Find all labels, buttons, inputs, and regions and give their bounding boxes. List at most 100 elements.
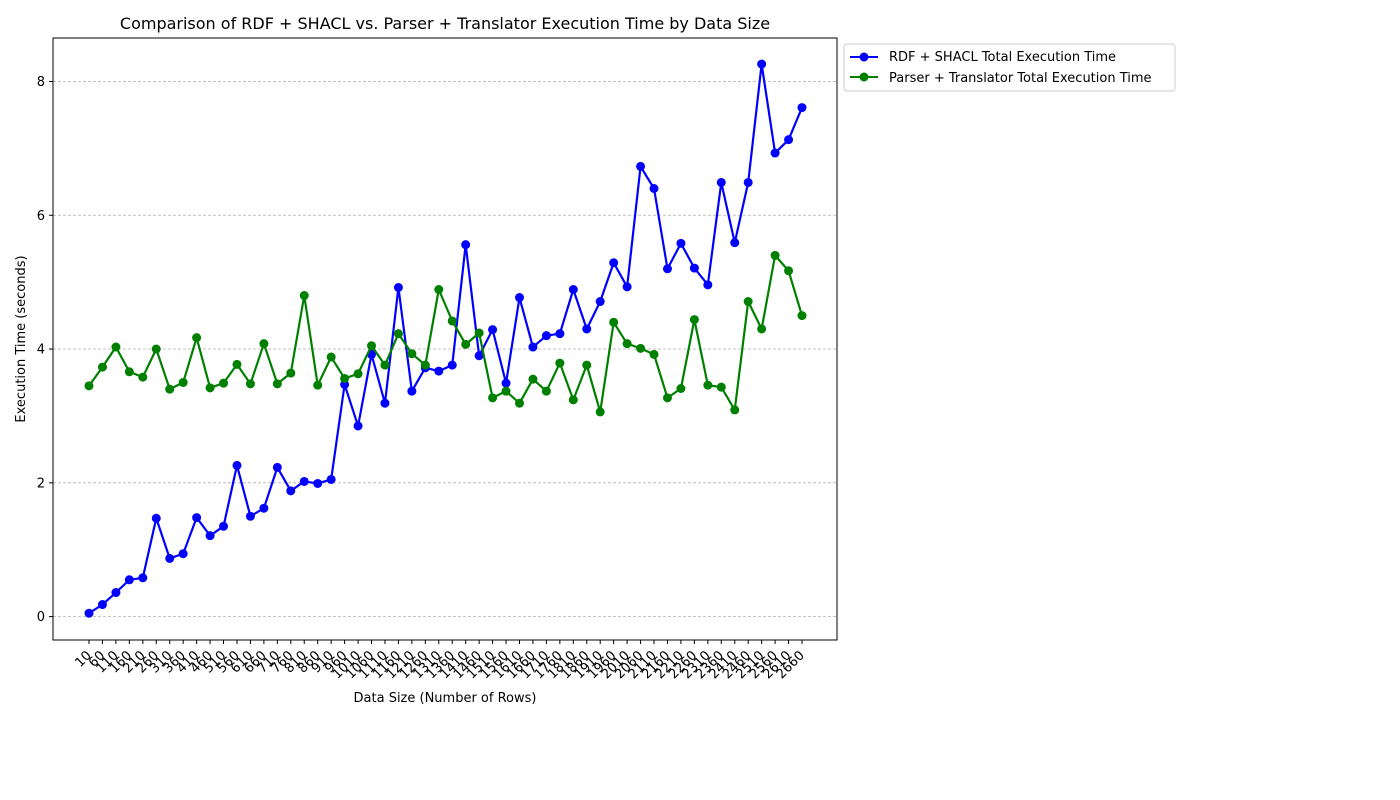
data-point — [770, 250, 780, 260]
data-point — [541, 331, 551, 341]
data-point — [326, 474, 336, 484]
data-point — [797, 103, 807, 113]
data-point — [797, 311, 807, 321]
data-point — [259, 339, 269, 349]
data-point — [97, 600, 107, 610]
data-point — [124, 575, 134, 585]
data-point — [192, 333, 202, 343]
data-point — [716, 177, 726, 187]
data-point — [380, 398, 390, 408]
data-point — [568, 285, 578, 295]
data-point — [299, 476, 309, 486]
data-point — [636, 161, 646, 171]
data-point — [461, 339, 471, 349]
series-0 — [84, 59, 807, 618]
data-point — [461, 240, 471, 250]
data-point — [165, 553, 175, 563]
y-tick-label: 6 — [37, 209, 45, 224]
data-point — [474, 351, 484, 361]
data-point — [286, 486, 296, 496]
data-point — [743, 297, 753, 307]
data-point — [501, 378, 511, 388]
data-point — [676, 383, 686, 393]
data-point — [622, 282, 632, 292]
data-point — [784, 135, 794, 145]
data-point — [151, 344, 161, 354]
data-point — [528, 374, 538, 384]
data-point — [434, 285, 444, 295]
data-point — [232, 359, 242, 369]
data-point — [514, 293, 524, 303]
data-point — [124, 367, 134, 377]
data-point — [205, 531, 215, 541]
data-point — [111, 588, 121, 598]
data-point — [138, 372, 148, 382]
data-point — [703, 280, 713, 290]
data-point — [636, 343, 646, 353]
data-point — [219, 521, 229, 531]
data-point — [353, 369, 363, 379]
data-point — [528, 342, 538, 352]
data-point — [407, 386, 417, 396]
legend-marker-rdf-shacl — [859, 52, 869, 62]
data-point — [784, 266, 794, 276]
data-point — [595, 407, 605, 417]
data-point — [272, 462, 282, 472]
data-point — [353, 421, 363, 431]
data-point — [757, 324, 767, 334]
y-tick-label: 8 — [37, 75, 45, 90]
data-point — [609, 317, 619, 327]
data-point — [393, 282, 403, 292]
y-tick-label: 4 — [37, 343, 45, 358]
data-point — [568, 395, 578, 405]
data-point — [649, 184, 659, 193]
data-point — [259, 503, 269, 513]
gridlines — [53, 81, 837, 617]
data-point — [447, 360, 457, 370]
data-point — [609, 258, 619, 268]
data-point — [541, 386, 551, 396]
data-point — [84, 608, 94, 618]
data-point — [730, 405, 740, 415]
data-point — [313, 380, 323, 390]
data-point — [730, 238, 740, 248]
data-point — [662, 393, 672, 403]
data-point — [488, 325, 498, 335]
legend-box — [843, 43, 1176, 92]
data-point — [380, 360, 390, 370]
data-point — [447, 316, 457, 326]
data-point — [676, 238, 686, 248]
data-point — [420, 360, 430, 370]
data-point — [582, 324, 592, 334]
data-point — [219, 378, 229, 388]
data-point — [340, 373, 350, 383]
series-1 — [84, 250, 807, 417]
data-point — [192, 513, 202, 523]
data-point — [232, 460, 242, 470]
x-axis: 1060110160210260310360410460510560610660… — [73, 640, 808, 682]
data-point — [649, 349, 659, 359]
y-tick-label: 0 — [37, 610, 45, 625]
data-point — [689, 263, 699, 273]
data-point — [272, 379, 282, 389]
data-point — [770, 148, 780, 158]
data-point — [555, 358, 565, 368]
legend: RDF + SHACL Total Execution Time Parser … — [843, 43, 1176, 92]
series-layer — [84, 59, 807, 618]
data-point — [178, 549, 188, 559]
data-point — [367, 341, 377, 351]
data-point — [84, 381, 94, 391]
data-point — [703, 380, 713, 390]
data-point — [97, 362, 107, 372]
chart-title: Comparison of RDF + SHACL vs. Parser + T… — [120, 14, 770, 33]
data-point — [151, 513, 161, 523]
data-point — [407, 349, 417, 359]
legend-marker-parser-translator — [859, 72, 869, 82]
plot-frame — [52, 37, 838, 641]
y-axis-label: Execution Time (seconds) — [14, 255, 29, 422]
data-point — [245, 379, 255, 389]
data-point — [138, 573, 148, 583]
data-point — [313, 478, 323, 488]
data-point — [245, 511, 255, 521]
